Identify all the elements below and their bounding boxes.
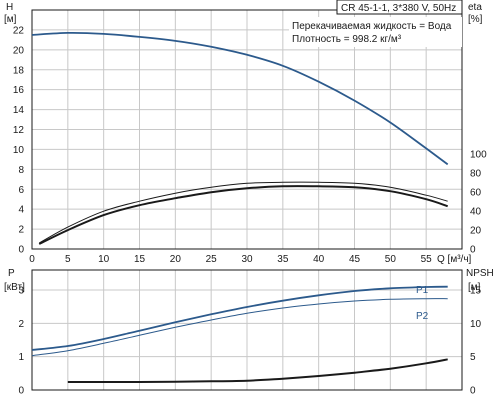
npsh-axis-label: NPSH [466,268,494,279]
eta-tick-label: 0 [470,245,476,256]
eta-axis-unit: [%] [468,14,483,25]
npsh-axis-unit: [м] [468,282,481,293]
npsh-tick-label: 0 [470,386,476,397]
head-tick-label: 0 [18,245,24,256]
head-tick-label: 22 [13,25,25,36]
npsh-tick-label: 5 [470,352,476,363]
head-tick-label: 20 [13,45,25,56]
p1-series-label: P1 [416,285,429,296]
head-axis-unit: [м] [4,14,17,25]
x-tick-label: 20 [170,254,182,265]
npsh-tick-label: 10 [470,319,482,330]
density-annotation: Плотность = 998.2 кг/м³ [292,34,402,45]
efficiency-curve-thin [38,181,448,244]
head-tick-label: 18 [13,65,25,76]
head-tick-label: 14 [13,105,25,116]
chart-title: CR 45-1-1, 3*380 V, 50Hz [341,3,456,14]
head-curve [31,31,449,166]
head-tick-label: 2 [18,225,24,236]
x-tick-label: 10 [98,254,110,265]
x-tick-label: 30 [241,254,253,265]
x-tick-label: 5 [65,254,71,265]
bottom-plot-frame [31,269,463,391]
eta-tick-label: 80 [470,169,482,180]
x-tick-label: 55 [421,254,433,265]
x-tick-label: 25 [206,254,218,265]
x-tick-label: 15 [134,254,146,265]
power-p1-curve [31,285,448,351]
npsh-curve [67,358,448,384]
p2-series-label: P2 [416,311,429,322]
power-tick-label: 2 [18,319,24,330]
eta-tick-label: 60 [470,188,482,199]
x-tick-label: 45 [349,254,361,265]
head-tick-label: 12 [13,125,25,136]
top-plot-frame [31,9,463,250]
power-tick-label: 0 [18,386,24,397]
eta-tick-label: 100 [470,150,487,161]
title-box [336,0,463,15]
info-box [289,17,462,47]
x-tick-label: 50 [385,254,397,265]
power-axis-label: P [8,268,15,279]
head-axis-label: H [6,2,13,13]
tick-labels: 0 5 10 15 20 25 30 35 40 45 50 55024681012141618202… [13,25,487,396]
fluid-annotation: Перекачиваемая жидкость = Вода [292,21,452,32]
x-tick-label: 0 [29,254,35,265]
head-tick-label: 8 [18,165,24,176]
head-tick-label: 16 [13,85,25,96]
power-axis-unit: [кВт] [4,282,25,293]
eta-axis-label: eta [468,2,482,13]
power-p2-curve [31,298,448,357]
x-tick-label: 40 [313,254,325,265]
head-tick-label: 6 [18,185,24,196]
power-tick-label: 1 [18,352,24,363]
head-tick-label: 4 [18,205,24,216]
efficiency-curve [38,185,449,245]
x-tick-label: 35 [277,254,289,265]
flow-axis-label: Q [м³/ч] [437,254,472,265]
power-tick-label: 3 [18,286,24,297]
npsh-tick-label: 15 [470,286,482,297]
head-tick-label: 10 [13,145,25,156]
eta-tick-label: 40 [470,207,482,218]
eta-tick-label: 20 [470,226,482,237]
curves [31,31,449,384]
